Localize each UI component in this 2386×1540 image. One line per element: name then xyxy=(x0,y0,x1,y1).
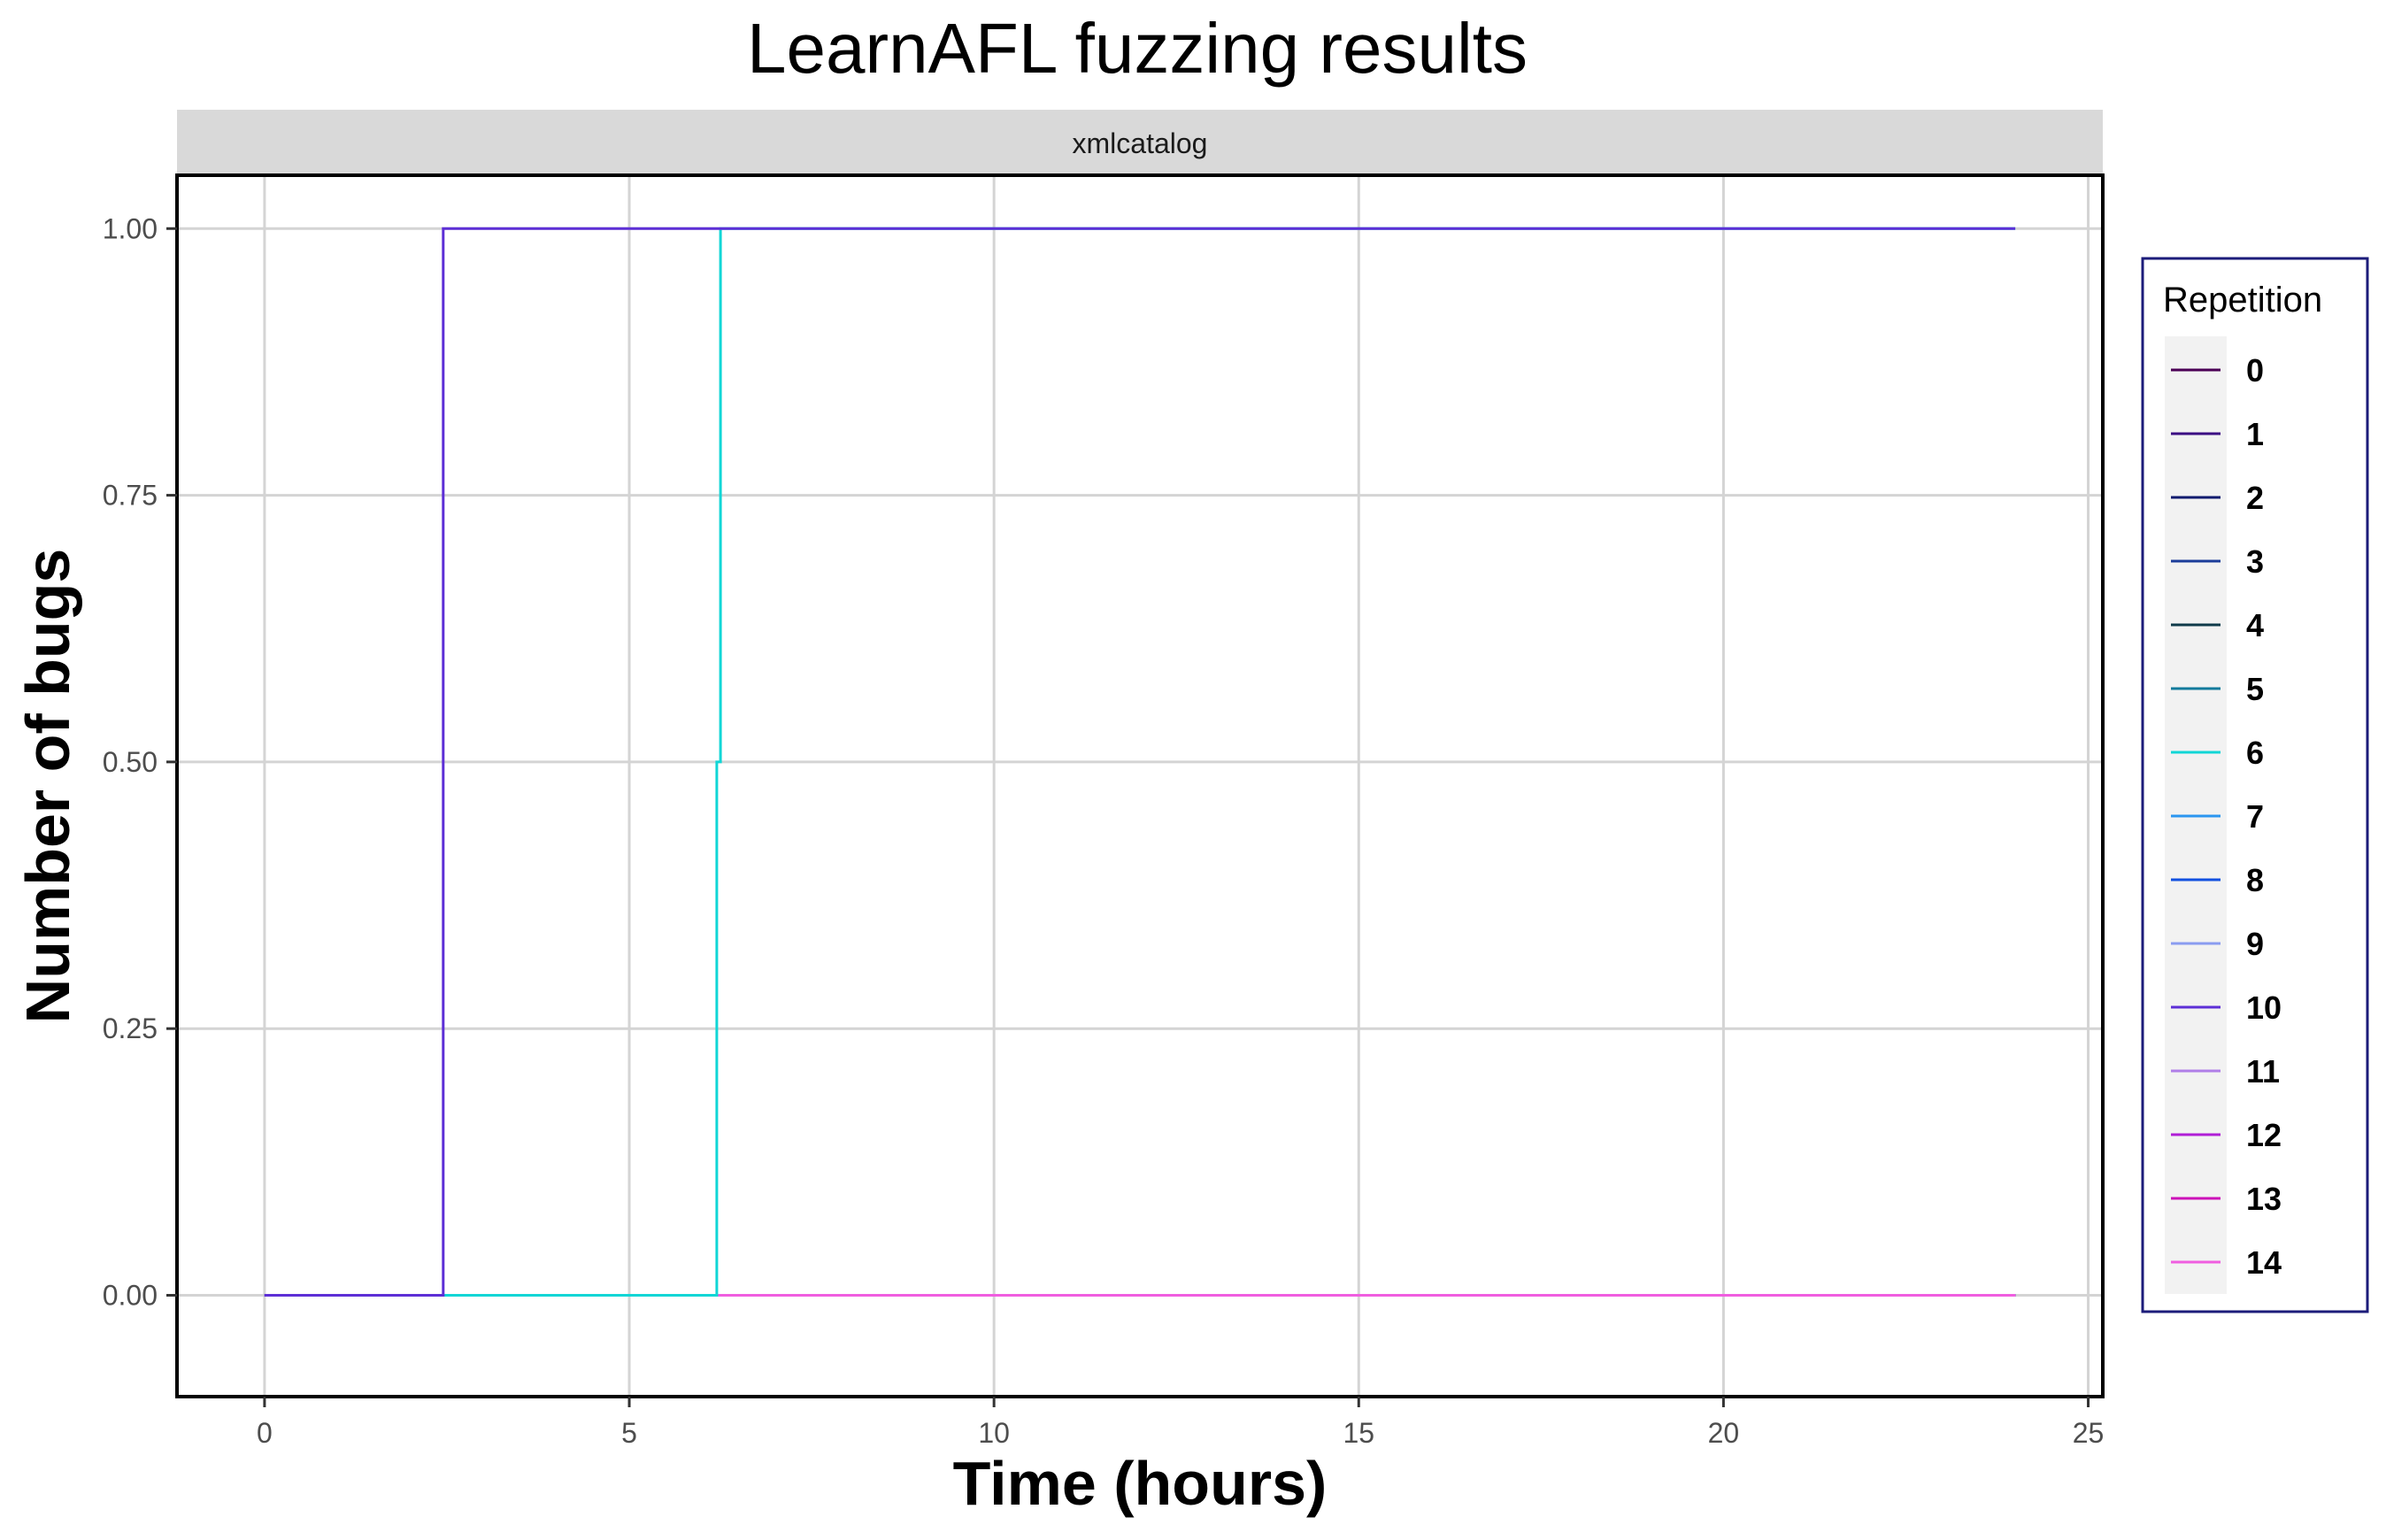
series-line-10 xyxy=(264,227,2016,1297)
y-axis-title: Number of bugs xyxy=(13,549,82,1024)
x-axis-title: Time (hours) xyxy=(953,1449,1328,1518)
x-tick-label: 15 xyxy=(1343,1417,1374,1449)
series-lines xyxy=(264,227,2016,1297)
y-tick-label: 1.00 xyxy=(103,212,158,244)
legend-label-3: 3 xyxy=(2246,543,2264,580)
x-tick-label: 0 xyxy=(257,1417,273,1449)
x-axis-ticks: 0 5 10 15 20 25 xyxy=(257,1397,2104,1449)
legend-label-8: 8 xyxy=(2246,862,2264,898)
chart-title: LearnAFL fuzzing results xyxy=(747,9,1528,88)
legend-label-12: 12 xyxy=(2246,1117,2282,1153)
legend-label-11: 11 xyxy=(2246,1053,2280,1090)
legend-title: Repetition xyxy=(2163,281,2322,320)
y-tick-label: 0.75 xyxy=(103,480,158,512)
y-tick-label: 0.50 xyxy=(103,746,158,778)
x-tick-label: 25 xyxy=(2073,1417,2105,1449)
facet-strip-label: xmlcatalog xyxy=(1073,127,1208,159)
legend-label-9: 9 xyxy=(2246,926,2264,962)
legend-label-5: 5 xyxy=(2246,671,2264,707)
legend-label-2: 2 xyxy=(2246,480,2264,516)
x-tick-label: 20 xyxy=(1708,1417,1740,1449)
legend-label-14: 14 xyxy=(2246,1244,2282,1281)
plot-panel-background xyxy=(177,175,2103,1397)
legend-label-13: 13 xyxy=(2246,1181,2282,1217)
legend-label-1: 1 xyxy=(2246,416,2264,452)
y-axis-ticks: 0.00 0.25 0.50 0.75 1.00 xyxy=(103,212,177,1312)
x-tick-label: 5 xyxy=(621,1417,637,1449)
legend-label-6: 6 xyxy=(2246,735,2264,771)
plot-panel-border xyxy=(175,173,2105,1398)
legend-label-4: 4 xyxy=(2246,607,2264,643)
y-tick-label: 0.25 xyxy=(103,1013,158,1044)
legend-label-0: 0 xyxy=(2246,352,2264,389)
facet-strip xyxy=(177,110,2103,175)
legend-label-10: 10 xyxy=(2246,989,2282,1026)
y-tick-label: 0.00 xyxy=(103,1280,158,1312)
legend-label-7: 7 xyxy=(2246,798,2264,835)
x-tick-label: 10 xyxy=(978,1417,1010,1449)
